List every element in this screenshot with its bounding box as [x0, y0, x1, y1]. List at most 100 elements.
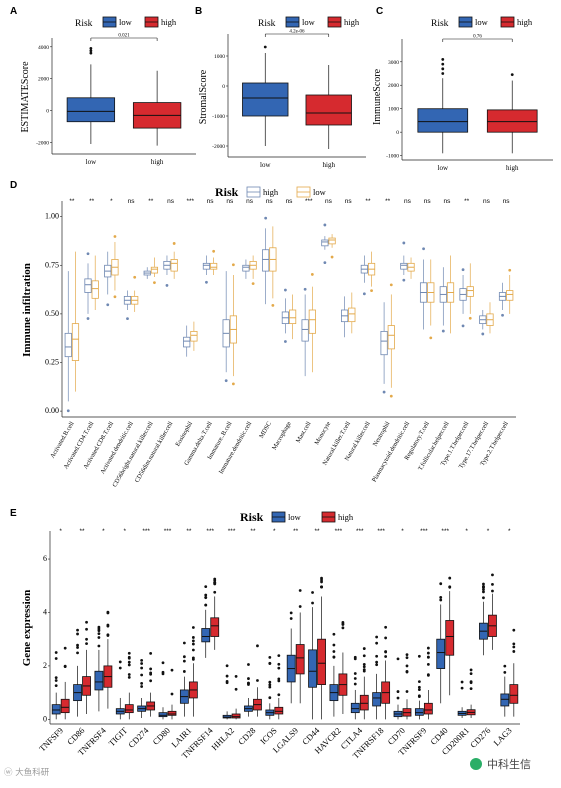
outlier-point	[54, 684, 58, 688]
outlier-point	[402, 241, 406, 245]
significance-label: **	[250, 528, 256, 535]
outlier-point	[441, 72, 445, 75]
outlier-point	[271, 303, 275, 307]
significance-label: *	[508, 528, 511, 535]
y-tick-label: -2000	[212, 144, 225, 150]
outlier-point	[384, 655, 388, 658]
x-tick-label: HHLA2	[209, 725, 236, 752]
box-low	[348, 307, 356, 323]
outlier-point	[405, 664, 409, 668]
outlier-point	[341, 623, 345, 626]
outlier-point	[461, 324, 465, 328]
outlier-point	[469, 672, 473, 676]
outlier-point	[396, 696, 400, 700]
outlier-point	[263, 45, 267, 49]
significance-label: **	[293, 528, 299, 535]
outlier-point	[76, 643, 79, 647]
outlier-point	[76, 646, 79, 649]
outlier-point	[469, 668, 473, 672]
x-tick-label: high	[151, 158, 164, 166]
outlier-point	[54, 651, 58, 654]
outlier-point	[482, 588, 485, 591]
outlier-point	[247, 677, 250, 680]
outlier-point	[204, 603, 208, 607]
outlier-point	[512, 645, 516, 649]
box-low	[417, 108, 469, 133]
box-high	[124, 704, 134, 714]
box-high	[231, 713, 241, 719]
outlier-point	[182, 655, 186, 659]
outlier-point	[375, 635, 379, 639]
x-tick-label: Plasmacytoid.dendritic.cell	[371, 420, 411, 483]
x-tick-label: high	[506, 164, 519, 172]
x-tick-label: LAG3	[491, 725, 513, 747]
outlier-point	[118, 666, 122, 670]
x-tick-label: TNFSF9	[37, 725, 65, 753]
y-tick-label: -1000	[386, 154, 399, 160]
box-high	[84, 278, 92, 293]
significance-label: *	[110, 198, 113, 205]
axes-C: 3000 2000 1000 0 -1000 ImmuneScore	[372, 39, 553, 161]
significance-label: ***	[164, 528, 172, 535]
outlier-point	[353, 682, 357, 686]
outlier-point	[225, 674, 229, 678]
outlier-point	[362, 662, 366, 666]
outlier-point	[389, 394, 393, 398]
box-low	[66, 97, 116, 123]
box-high	[202, 262, 211, 270]
outlier-point	[127, 660, 131, 664]
outlier-point	[396, 657, 400, 661]
outlier-point	[204, 585, 208, 588]
x-tick-label: Macrophage	[271, 420, 293, 451]
outlier-point	[362, 669, 366, 673]
box-high	[400, 262, 408, 270]
box-low	[506, 290, 514, 301]
significance-label: ns	[266, 198, 274, 205]
outlier-point	[298, 589, 302, 592]
legend-B: Risk low high	[258, 16, 360, 29]
x-tick-label: TIGIT	[106, 725, 129, 748]
outlier-point	[172, 242, 176, 245]
y-tick-label: 0.00	[45, 406, 59, 415]
box-low	[51, 704, 61, 715]
outlier-point	[277, 666, 281, 670]
box-low	[288, 309, 297, 325]
box-high	[509, 684, 519, 704]
outlier-point	[320, 585, 323, 589]
significance-label: ***	[305, 198, 313, 205]
outlier-point	[311, 601, 314, 605]
significance-label: ns	[128, 198, 136, 205]
outlier-point	[402, 278, 406, 282]
box-high	[321, 239, 329, 247]
outlier-point	[191, 656, 195, 660]
y-tick-label: 2	[43, 661, 47, 670]
outlier-point	[468, 316, 472, 320]
outlier-point	[332, 632, 336, 636]
box-low	[210, 262, 218, 270]
outlier-point	[501, 313, 504, 317]
plot-D: **Activated.B.cell**Activated.CD4.T.cell…	[49, 198, 514, 488]
box-high	[242, 264, 250, 272]
legend-label-low: low	[302, 17, 316, 27]
outlier-point	[362, 647, 366, 650]
significance-label: *	[487, 528, 490, 535]
outlier-point	[256, 644, 259, 648]
outlier-point	[63, 646, 67, 650]
outlier-point	[422, 247, 425, 251]
legend-D: Risk high low	[215, 185, 327, 199]
outlier-point	[268, 685, 272, 689]
box-high	[183, 336, 191, 348]
significance-label: ns	[167, 198, 175, 205]
significance-label: ns	[226, 198, 234, 205]
outlier-point	[86, 317, 90, 320]
outlier-point	[113, 235, 117, 238]
significance-label: ***	[441, 528, 449, 535]
y-tick-label: 1000	[388, 107, 399, 113]
significance-label: **	[385, 198, 391, 205]
outlier-point	[247, 683, 250, 686]
outlier-point	[149, 667, 153, 671]
outlier-point	[332, 650, 336, 653]
outlier-point	[289, 611, 293, 615]
panel-label-D: D	[10, 180, 17, 191]
plot-C: low high 0.76	[417, 35, 538, 172]
